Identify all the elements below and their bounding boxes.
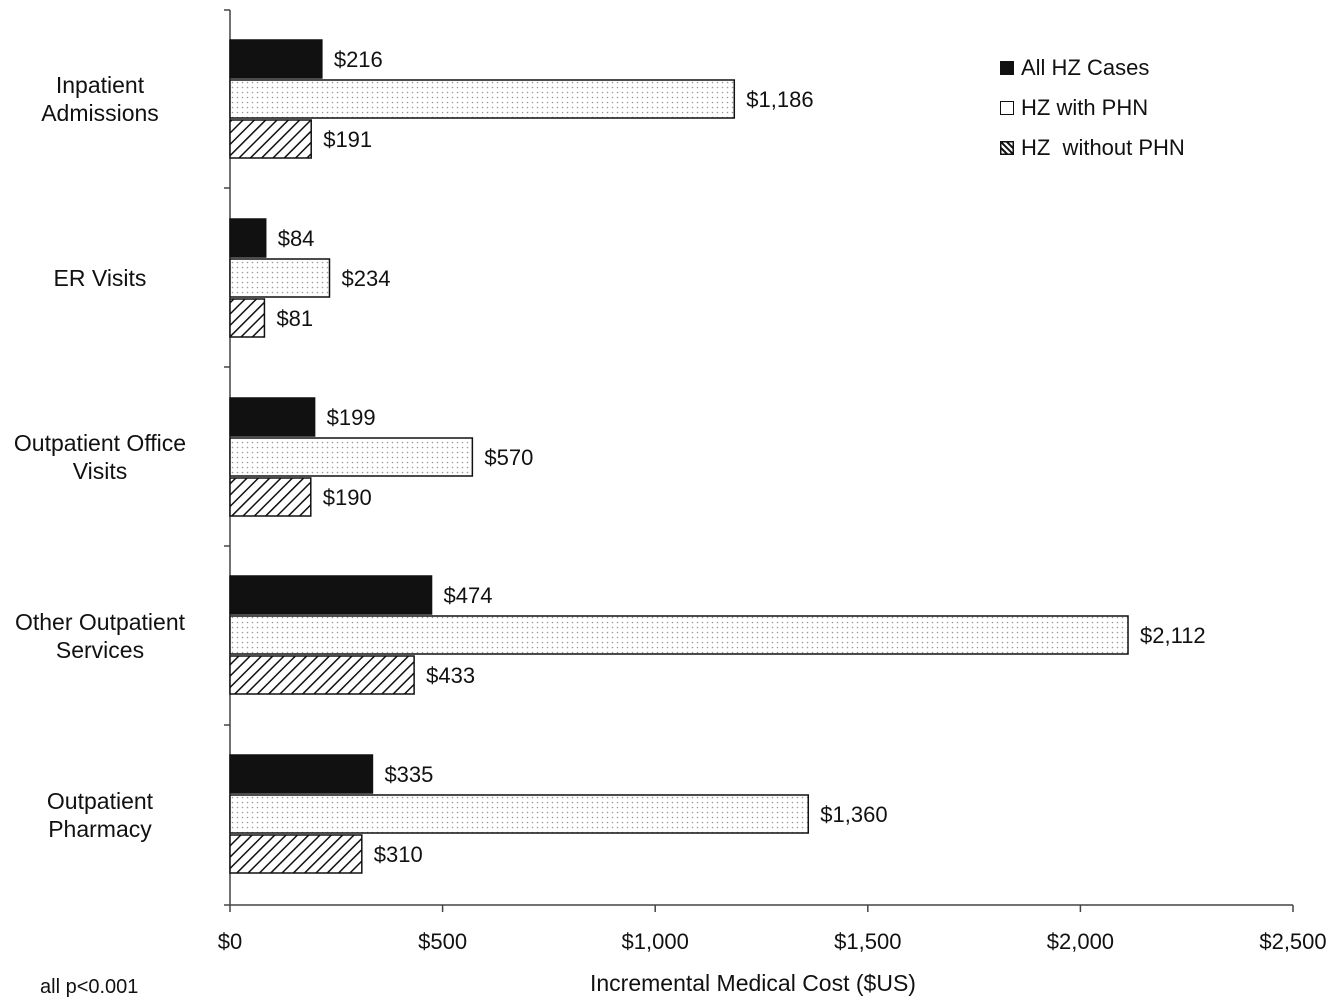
bar xyxy=(229,437,474,477)
category-label: Outpatient Office Visits xyxy=(13,430,187,484)
bar xyxy=(229,655,415,695)
legend-swatch-dotted xyxy=(1000,101,1014,115)
x-tick-label: $1,000 xyxy=(622,929,689,954)
x-tick-label: $2,500 xyxy=(1259,929,1326,954)
bar xyxy=(229,615,1129,655)
data-label: $310 xyxy=(374,842,423,867)
x-tick-label: $500 xyxy=(418,929,467,954)
data-label: $335 xyxy=(384,762,433,787)
bar xyxy=(229,834,363,874)
x-axis-title: Incremental Medical Cost ($US) xyxy=(590,970,916,996)
bar xyxy=(229,79,736,119)
bar xyxy=(229,575,433,615)
data-label: $190 xyxy=(323,485,372,510)
bars-group xyxy=(229,39,1129,874)
category-label: Outpatient Pharmacy xyxy=(46,788,154,842)
legend-label: HZ with PHN xyxy=(1021,95,1149,120)
data-label: $2,112 xyxy=(1140,623,1206,648)
bar xyxy=(229,39,323,79)
data-label: $570 xyxy=(484,445,533,470)
data-label: $199 xyxy=(327,405,376,430)
category-label: Other Outpatient Services xyxy=(14,609,186,663)
legend: All HZ Cases HZ with PHN HZ without PHN xyxy=(1000,48,1185,168)
axes: $0 $500 $1,000 $1,500 $2,000 $2,500 xyxy=(218,9,1327,954)
x-tick-label: $0 xyxy=(218,929,242,954)
data-label: $474 xyxy=(444,583,493,608)
bar xyxy=(229,794,810,834)
bar xyxy=(229,218,267,258)
data-label: $81 xyxy=(276,306,313,331)
data-label: $1,360 xyxy=(820,802,887,827)
legend-swatch-hatched xyxy=(1000,141,1014,155)
data-label: $84 xyxy=(278,226,315,251)
x-tick-label: $1,500 xyxy=(834,929,901,954)
bar xyxy=(229,258,331,298)
bar xyxy=(229,298,266,338)
bar xyxy=(229,397,316,437)
legend-item-hz-with-phn: HZ with PHN xyxy=(1000,88,1185,128)
legend-item-hz-without-phn: HZ without PHN xyxy=(1000,128,1185,168)
bar xyxy=(229,754,374,794)
data-label: $1,186 xyxy=(746,87,813,112)
data-labels-group: $216 $84 $199 $474 $335 $1,186 $234 $570 $2,112 $… xyxy=(276,47,1205,867)
footnote: all p<0.001 xyxy=(40,976,139,998)
legend-label: All HZ Cases xyxy=(1021,55,1150,80)
legend-label: HZ without PHN xyxy=(1021,135,1185,160)
bar xyxy=(229,477,312,517)
legend-swatch-solid xyxy=(1000,61,1014,75)
bar xyxy=(229,119,312,159)
legend-item-all-hz: All HZ Cases xyxy=(1000,48,1185,88)
data-label: $216 xyxy=(334,47,383,72)
data-label: $433 xyxy=(426,663,475,688)
x-tick-label: $2,000 xyxy=(1047,929,1114,954)
category-label: Inpatient Admissions xyxy=(41,72,159,126)
category-label: ER Visits xyxy=(53,265,147,291)
data-label: $234 xyxy=(341,266,390,291)
data-label: $191 xyxy=(323,127,372,152)
